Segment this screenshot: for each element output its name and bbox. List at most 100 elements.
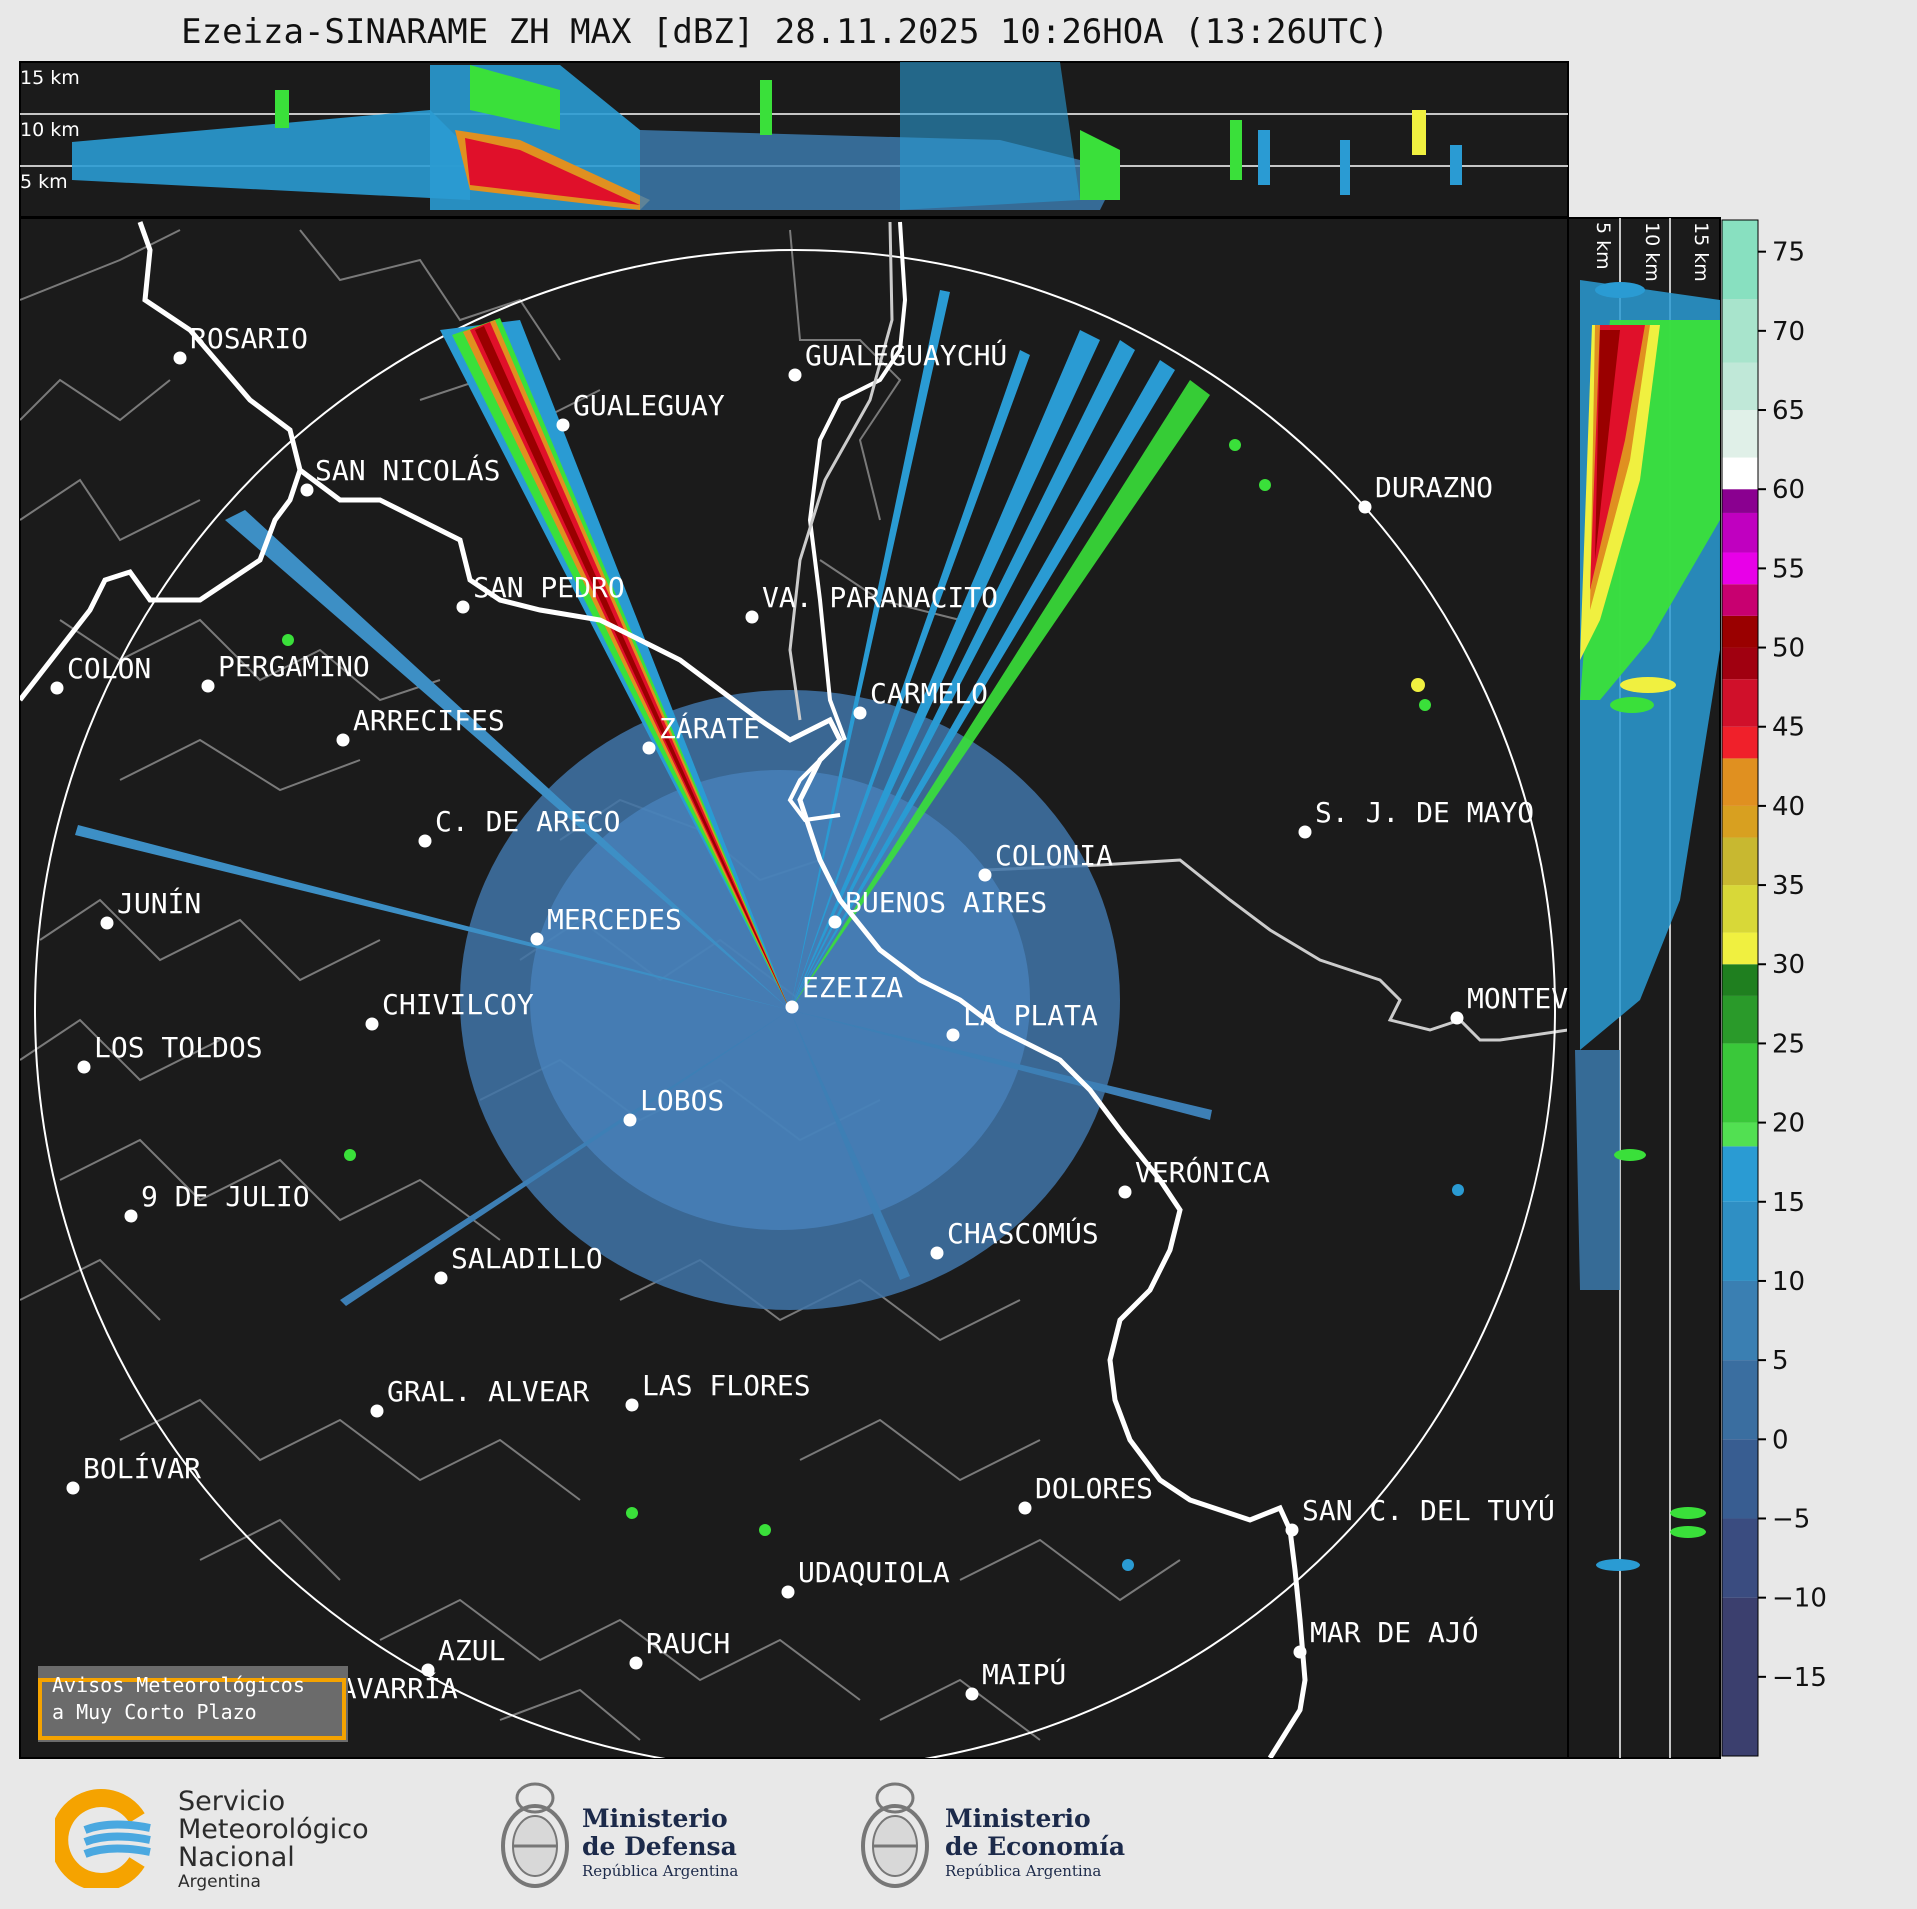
aviso-line-2: a Muy Corto Plazo [52,1700,257,1724]
colorbar-band [1722,1280,1758,1361]
city-dot [365,1017,379,1031]
colorbar-band [1722,1439,1758,1519]
city-dot [930,1246,944,1260]
economia-seal-icon [861,1782,929,1888]
colorbar-band [1722,512,1758,553]
city-label: GUALEGUAY [573,389,725,422]
colorbar-frame [1721,219,1759,1757]
colorbar-band [1722,837,1758,886]
city-label: PERGAMINO [218,650,370,683]
city-label: ROSARIO [190,322,308,355]
city-label: JUNÍN [117,886,201,920]
top-height-label-15: 15 km [20,67,80,89]
city-label: DURAZNO [1375,471,1493,504]
colorbar-band [1722,299,1758,363]
colorbar-band [1722,362,1758,411]
defensa-seal-icon [501,1782,569,1888]
city-label: LOBOS [640,1084,724,1117]
colorbar-band [1722,932,1758,965]
smn-line-4: Argentina [178,1872,261,1892]
colorbar-band [1722,552,1758,585]
colorbar-tick-label: 0 [1772,1425,1789,1455]
city-dot [1293,1645,1307,1659]
colorbar-tick-label: 50 [1772,634,1805,664]
city-label: VERÓNICA [1135,1155,1270,1189]
colorbar-band [1722,220,1758,300]
city-dot [1118,1185,1132,1199]
city-dot [781,1585,795,1599]
city-dot [1358,500,1372,514]
colorbar-tick-label: 20 [1772,1109,1805,1139]
city-dot [418,834,432,848]
city-label: LAS FLORES [642,1369,811,1402]
city-label: DOLORES [1035,1472,1153,1505]
colorbar-band [1722,995,1758,1044]
colorbar-band [1722,758,1758,806]
colorbar-band [1722,679,1758,727]
city-dot [788,368,802,382]
city-label: SALADILLO [451,1242,603,1275]
city-label: GUALEGUAYCHÚ [805,338,1007,372]
city-label: UDAQUIOLA [798,1556,950,1589]
colorbar-tick-label: 15 [1772,1188,1805,1218]
colorbar-tick-label: 60 [1772,475,1805,505]
aviso-frame [38,1678,346,1740]
colorbar-band [1722,726,1758,759]
colorbar-band [1722,1122,1758,1147]
city-label: MERCEDES [547,903,682,936]
city-dot [1298,825,1312,839]
colorbar-tick-label: 30 [1772,950,1805,980]
colorbar-band [1722,1146,1758,1202]
side-height-label-10: 10 km [1641,222,1663,282]
city-label: C. DE ARECO [435,805,620,838]
city-dot [556,418,570,432]
city-dot [946,1028,960,1042]
colorbar-tick-label: 40 [1772,792,1805,822]
aviso-box[interactable]: Avisos Meteorológicos a Muy Corto Plazo [38,1666,348,1742]
city-label: EZEIZA [802,971,903,1004]
colorbar-tick-label: 70 [1772,317,1805,347]
colorbar-band [1722,885,1758,933]
city-dot [173,351,187,365]
city-label: VA. PARANACITO [762,581,998,614]
economia-line-2: de Economía [945,1832,1126,1861]
city-dot [965,1687,979,1701]
city-dot [370,1404,384,1418]
city-dot [978,868,992,882]
city-label: MAIPÚ [982,1657,1066,1691]
colorbar-band [1722,584,1758,616]
colorbar-tick-label: 75 [1772,238,1805,268]
side-height-label-5: 5 km [1592,222,1614,270]
colorbar-tick-label: 55 [1772,554,1805,584]
side-height-label-15: 15 km [1690,222,1712,282]
smn-line-3: Nacional [178,1842,295,1873]
city-dot [1450,1011,1464,1025]
city-dot [828,915,842,929]
city-dot [623,1113,637,1127]
colorbar-band [1722,489,1758,513]
smn-line-1: Servicio [178,1786,286,1817]
smn-line-2: Meteorológico [178,1814,369,1845]
colorbar-band [1722,410,1758,458]
top-height-label-10: 10 km [20,119,80,141]
city-label: CARMELO [870,677,988,710]
city-label: RAUCH [646,1627,730,1660]
colorbar-tick-label: −15 [1772,1663,1827,1693]
city-dot [785,1000,799,1014]
economia-line-3: República Argentina [945,1862,1102,1880]
city-dot [336,733,350,747]
colorbar-band [1722,1360,1758,1440]
city-dot [456,600,470,614]
colorbar-band [1722,1597,1758,1756]
city-label: S. J. DE MAYO [1315,796,1534,829]
defensa-line-3: República Argentina [582,1862,739,1880]
logo-bar: Servicio Meteorológico Nacional Argentin… [0,1760,1917,1909]
top-height-label-5: 5 km [20,171,68,193]
colorbar-tick-label: 25 [1772,1029,1805,1059]
colorbar [1721,219,1759,1757]
city-dot [300,483,314,497]
city-dot [642,741,656,755]
colorbar-tick-label: 35 [1772,871,1805,901]
colorbar-band [1722,647,1758,680]
